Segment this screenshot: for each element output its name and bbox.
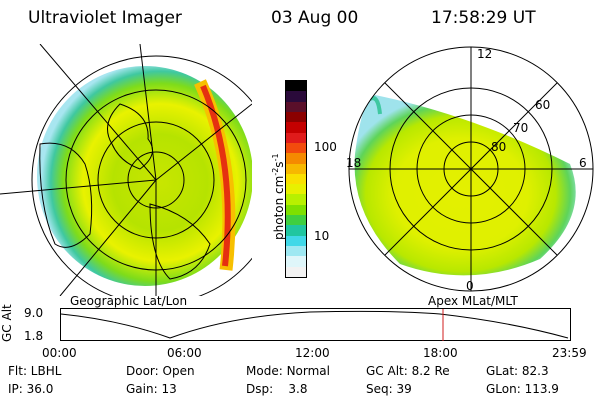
xtick-0600: 06:00 — [167, 346, 202, 360]
colorbar-band — [286, 163, 306, 174]
info-ip: IP: 36.0 — [8, 382, 54, 396]
colorbar-band — [286, 204, 306, 216]
colorbar-band — [286, 132, 306, 143]
info-glon: GLon: 113.9 — [486, 382, 559, 396]
info-mode-label: Mode: — [246, 364, 283, 378]
color-bar — [285, 80, 307, 278]
colorbar-band — [286, 111, 306, 123]
info-flt: Flt: LBHL — [8, 364, 62, 378]
colorbar-band — [286, 266, 306, 277]
info-door: Door: Open — [126, 364, 195, 378]
colorbar-band — [286, 215, 306, 226]
limb-glow-core — [200, 84, 231, 267]
info-glat: GLat: 82.3 — [486, 364, 549, 378]
colorbar-band — [286, 101, 306, 112]
colorbar-band — [286, 235, 306, 246]
info-dsp-value: 3.8 — [288, 382, 308, 396]
mlt-label-bottom: 0 — [466, 279, 474, 293]
info-dsp-label: Dsp: — [246, 382, 274, 396]
xtick-1200: 12:00 — [295, 346, 330, 360]
colorbar-band — [286, 142, 306, 154]
mlt-label-top: 12 — [477, 47, 492, 61]
instrument-title: Ultraviolet Imager — [28, 8, 182, 28]
colorbar-band — [286, 184, 306, 195]
altitude-ytick-min: 1.8 — [24, 329, 44, 343]
header-date: 03 Aug 00 — [271, 8, 359, 28]
colorbar-unit-label: photon cm-2s-1 — [271, 153, 286, 240]
lat-label-60: 60 — [535, 98, 550, 112]
apex-caption: Apex MLat/MLT — [428, 294, 518, 308]
geographic-map-image — [0, 44, 252, 296]
colorbar-band — [286, 225, 306, 236]
xtick-2359: 23:59 — [552, 346, 587, 360]
altitude-ytick-max: 9.0 — [24, 306, 44, 320]
info-gain: Gain: 13 — [126, 382, 177, 396]
altitude-curve — [60, 310, 569, 339]
colorbar-band — [286, 122, 306, 133]
colorbar-tick-100: 100 — [314, 140, 337, 154]
colorbar-band — [286, 91, 306, 102]
lat-label-70: 70 — [513, 121, 528, 135]
info-gcalt: GC Alt: 8.2 Re — [366, 364, 450, 378]
info-mode: Mode: Normal — [246, 364, 330, 378]
xtick-1800: 18:00 — [423, 346, 458, 360]
colorbar-band — [286, 173, 306, 185]
info-seq: Seq: 39 — [366, 382, 412, 396]
colorbar-band — [286, 81, 306, 92]
xtick-0000: 00:00 — [42, 346, 77, 360]
colorbar-band — [286, 246, 306, 257]
info-mode-value: Normal — [286, 364, 330, 378]
lat-label-80: 80 — [491, 140, 506, 154]
info-dsp: Dsp: 3.8 — [246, 382, 308, 396]
header-time: 17:58:29 UT — [431, 8, 536, 28]
colorbar-tick-10: 10 — [314, 229, 330, 243]
mlt-label-right: 6 — [579, 156, 587, 170]
colorbar-band — [286, 194, 306, 205]
colorbar-band — [286, 153, 306, 164]
mlt-label-left: 18 — [346, 156, 361, 170]
altitude-plot — [60, 308, 571, 341]
altitude-ylabel: GC Alt — [0, 304, 14, 342]
apex-polar-image: 12 18 6 0 60 70 80 — [346, 46, 594, 293]
colorbar-band — [286, 256, 306, 267]
geo-caption: Geographic Lat/Lon — [70, 294, 188, 308]
